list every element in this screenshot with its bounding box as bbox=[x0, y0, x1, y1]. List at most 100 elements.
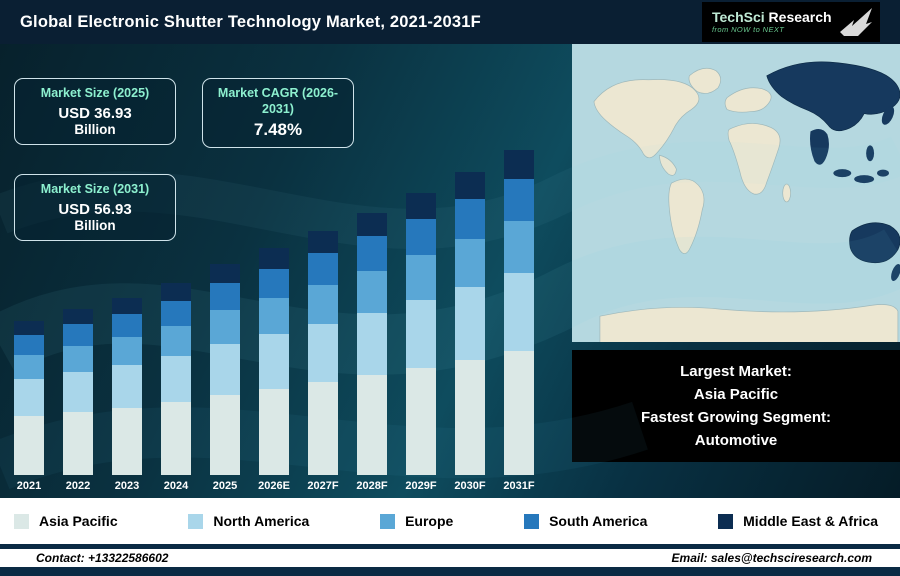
stat-unit: Billion bbox=[74, 121, 116, 137]
bar-segment-europe bbox=[210, 310, 240, 345]
bar-2029f: 2029F bbox=[405, 193, 437, 492]
bar-segment-asia-pacific bbox=[357, 375, 387, 475]
stacked-bar-chart: 2021 2022 2023 2024 2025 2026E 2027F 2028F 2029F… bbox=[14, 149, 535, 492]
bar-segment-asia-pacific bbox=[161, 402, 191, 475]
bar-2027f: 2027F bbox=[307, 231, 339, 492]
footer-bottom-stripe bbox=[0, 567, 900, 576]
bar-2024: 2024 bbox=[161, 283, 191, 492]
logo-tagline: from NOW to NEXT bbox=[712, 25, 785, 35]
x-axis-label: 2025 bbox=[212, 480, 238, 492]
bar-segment-asia-pacific bbox=[112, 407, 142, 475]
x-axis-label: 2023 bbox=[114, 480, 140, 492]
bar-stack bbox=[210, 264, 240, 475]
bar-segment-europe bbox=[455, 238, 485, 288]
callout-line: Largest Market: bbox=[680, 362, 792, 380]
bar-segment-middle-east-africa bbox=[357, 212, 387, 237]
bar-2021: 2021 bbox=[14, 320, 44, 492]
bar-segment-middle-east-africa bbox=[504, 149, 534, 179]
legend-item-middle-east-africa: Middle East & Africa bbox=[718, 513, 886, 529]
stat-box-market-cagr: Market CAGR (2026-2031) 7.48% bbox=[202, 78, 354, 149]
bar-segment-europe bbox=[308, 284, 338, 324]
bar-2025: 2025 bbox=[210, 264, 240, 492]
footer-bar: Contact: +13322586602 Email: sales@techs… bbox=[0, 544, 900, 567]
x-axis-label: 2031F bbox=[503, 480, 535, 492]
x-axis-label: 2027F bbox=[307, 480, 339, 492]
bar-stack bbox=[112, 297, 142, 475]
footer-contact: Contact: +13322586602 bbox=[36, 551, 169, 565]
stat-label: Market Size (2031) bbox=[40, 182, 150, 196]
map-antarctica bbox=[599, 304, 899, 346]
map-indonesia-1 bbox=[833, 169, 852, 178]
map-north-america bbox=[593, 79, 700, 159]
bar-segment-asia-pacific bbox=[504, 351, 534, 475]
bar-2028f: 2028F bbox=[356, 212, 388, 492]
x-axis-label: 2021 bbox=[16, 480, 42, 492]
legend-item-asia-pacific: Asia Pacific bbox=[14, 513, 126, 529]
stat-box-market-size-2031: Market Size (2031) USD 56.93 Billion bbox=[14, 174, 176, 241]
bar-segment-north-america bbox=[63, 372, 93, 412]
stat-label: Market CAGR (2026-2031) bbox=[217, 86, 339, 116]
legend-label: South America bbox=[549, 513, 648, 529]
bar-stack bbox=[406, 193, 436, 475]
bar-segment-middle-east-africa bbox=[210, 264, 240, 284]
x-axis-label: 2024 bbox=[163, 480, 189, 492]
stat-value: USD 36.93 bbox=[58, 104, 132, 122]
bar-segment-south-america bbox=[308, 253, 338, 285]
bar-segment-europe bbox=[504, 221, 534, 274]
bar-segment-north-america bbox=[357, 312, 387, 376]
map-indonesia-2 bbox=[854, 175, 875, 184]
map-central-america bbox=[659, 154, 677, 176]
bar-segment-middle-east-africa bbox=[455, 172, 485, 200]
bar-stack bbox=[455, 172, 485, 475]
footer-email: Email: sales@techsciresearch.com bbox=[671, 551, 872, 565]
bar-segment-europe bbox=[63, 345, 93, 373]
legend-item-europe: Europe bbox=[380, 513, 461, 529]
world-map bbox=[572, 44, 900, 346]
logo-arrow-icon bbox=[840, 8, 872, 36]
header-bar: Global Electronic Shutter Technology Mar… bbox=[0, 0, 900, 44]
stat-box-market-size-2025: Market Size (2025) USD 36.93 Billion bbox=[14, 78, 176, 145]
bar-segment-europe bbox=[259, 298, 289, 335]
bar-2022: 2022 bbox=[63, 309, 93, 492]
bar-segment-north-america bbox=[161, 356, 191, 403]
bar-segment-asia-pacific bbox=[14, 416, 44, 475]
bar-segment-south-america bbox=[63, 324, 93, 346]
legend-swatch-south-america bbox=[524, 513, 540, 529]
legend-swatch-asia-pacific bbox=[14, 513, 29, 529]
map-indonesia-3 bbox=[877, 169, 889, 177]
bar-stack bbox=[308, 231, 338, 475]
bar-segment-asia-pacific bbox=[63, 412, 93, 475]
bar-segment-middle-east-africa bbox=[63, 309, 93, 325]
callout-line: Fastest Growing Segment: bbox=[640, 409, 832, 426]
bar-segment-asia-pacific bbox=[406, 367, 436, 475]
bar-segment-europe bbox=[357, 270, 387, 313]
bar-stack bbox=[504, 149, 534, 475]
bar-segment-asia-pacific bbox=[455, 359, 485, 475]
legend-item-south-america: South America bbox=[524, 513, 655, 529]
legend-swatch-middle-east-africa bbox=[718, 513, 734, 529]
bar-segment-south-america bbox=[14, 334, 44, 355]
bar-segment-middle-east-africa bbox=[259, 248, 289, 269]
bar-stack bbox=[14, 320, 44, 475]
largest-market-callout: Largest Market: Asia Pacific Fastest Gro… bbox=[572, 350, 900, 462]
bar-2030f: 2030F bbox=[454, 172, 486, 492]
bar-segment-south-america bbox=[210, 283, 240, 311]
bar-segment-asia-pacific bbox=[210, 394, 240, 475]
map-greenland bbox=[688, 67, 721, 94]
map-japan bbox=[881, 106, 895, 125]
legend-label: Middle East & Africa bbox=[743, 513, 878, 529]
bar-segment-north-america bbox=[455, 287, 485, 360]
legend-label: Europe bbox=[405, 513, 454, 529]
bar-segment-middle-east-africa bbox=[308, 231, 338, 254]
bar-segment-middle-east-africa bbox=[14, 320, 44, 335]
bar-segment-south-america bbox=[112, 313, 142, 337]
legend-swatch-north-america bbox=[188, 513, 204, 529]
logo-brand-primary: TechSci bbox=[712, 8, 765, 25]
bar-segment-middle-east-africa bbox=[112, 297, 142, 314]
bar-stack bbox=[63, 309, 93, 475]
map-new-zealand bbox=[891, 263, 900, 281]
bar-2026e: 2026E bbox=[258, 248, 290, 492]
bar-segment-middle-east-africa bbox=[161, 283, 191, 301]
bar-segment-europe bbox=[112, 336, 142, 366]
